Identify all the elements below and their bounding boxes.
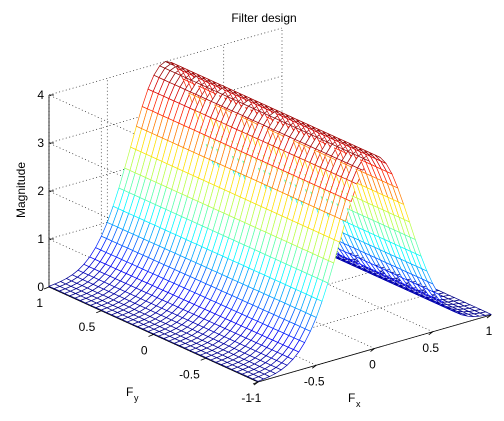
x-tick-mark bbox=[312, 364, 317, 369]
z-tick-label: 4 bbox=[37, 88, 44, 102]
y-tick-label: -1 bbox=[241, 391, 252, 405]
x-tick-label: 0.5 bbox=[422, 341, 439, 355]
surface-mesh bbox=[48, 61, 493, 382]
tick-labels: -1 -0.5 0 0.5 1 1 0.5 0 -0.5 -1 0 1 2 3 4 bbox=[36, 88, 492, 405]
y-tick-mark bbox=[148, 334, 154, 337]
y-axis-label-sub: y bbox=[134, 393, 139, 403]
x-tick-label: 1 bbox=[486, 324, 493, 338]
chart-title: Filter design bbox=[231, 11, 296, 25]
z-tick-label: 2 bbox=[37, 184, 44, 198]
z-axis-label: Magnitude bbox=[14, 162, 28, 218]
x-tick-mark bbox=[370, 348, 375, 352]
y-tick-mark bbox=[96, 310, 102, 314]
surface-patch bbox=[478, 311, 493, 316]
y-axis-label: F y bbox=[126, 385, 139, 403]
x-axis-label-sub: x bbox=[356, 399, 361, 409]
y-tick-mark bbox=[200, 357, 206, 361]
x-tick-label: 0 bbox=[369, 358, 376, 372]
y-tick-label: 0 bbox=[141, 344, 148, 358]
x-axis-label: F x bbox=[348, 391, 361, 409]
y-axis-label-main: F bbox=[126, 385, 133, 399]
z-tick-label: 0 bbox=[37, 280, 44, 294]
y-tick-label: 1 bbox=[36, 296, 43, 310]
y-tick-label: 0.5 bbox=[79, 320, 96, 334]
z-tick-label: 3 bbox=[37, 136, 44, 150]
y-tick-mark bbox=[252, 381, 259, 385]
y-tick-mark bbox=[43, 286, 50, 290]
y-tick-label: -0.5 bbox=[179, 367, 200, 381]
x-tick-mark bbox=[428, 331, 433, 336]
x-tick-label: -0.5 bbox=[304, 374, 325, 388]
x-axis-label-main: F bbox=[348, 391, 355, 405]
x-tick-label: -1 bbox=[251, 391, 262, 405]
z-tick-label: 1 bbox=[37, 232, 44, 246]
x-tick-mark bbox=[486, 314, 492, 319]
